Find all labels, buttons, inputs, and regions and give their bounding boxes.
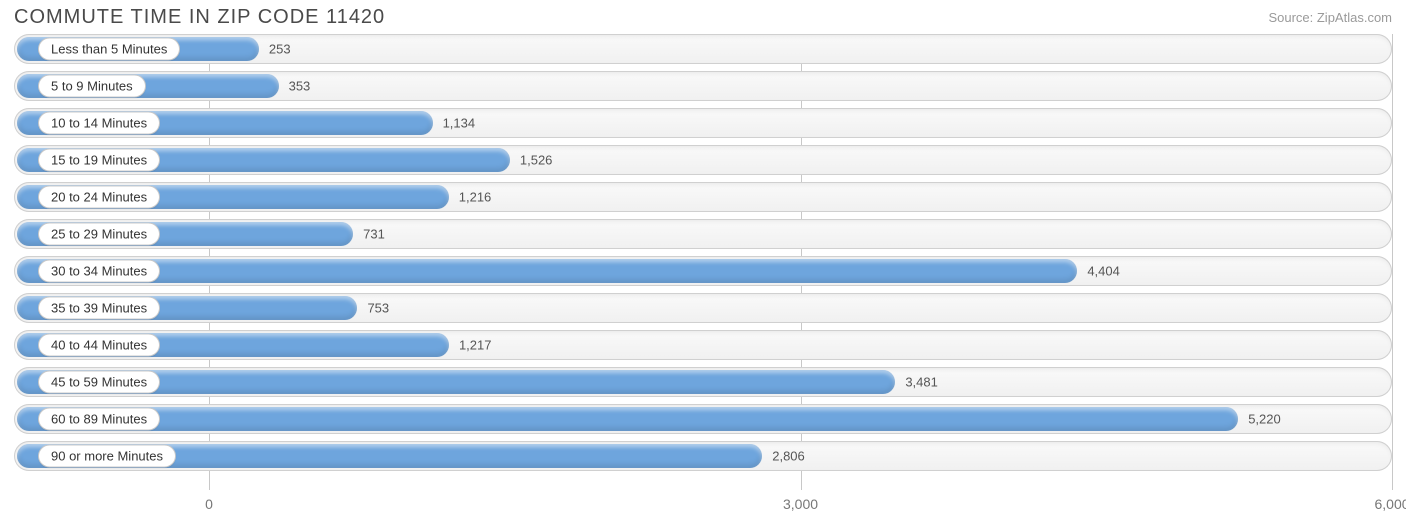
bar-row: 15 to 19 Minutes 1,526 bbox=[14, 145, 1392, 175]
category-label: 30 to 34 Minutes bbox=[38, 260, 160, 283]
value-label: 731 bbox=[363, 227, 385, 242]
bar-row: 45 to 59 Minutes 3,481 bbox=[14, 367, 1392, 397]
category-label: 25 to 29 Minutes bbox=[38, 223, 160, 246]
bar-row: 40 to 44 Minutes 1,217 bbox=[14, 330, 1392, 360]
value-label: 4,404 bbox=[1087, 264, 1120, 279]
category-label: 40 to 44 Minutes bbox=[38, 334, 160, 357]
category-label: 45 to 59 Minutes bbox=[38, 371, 160, 394]
gridline bbox=[1392, 34, 1393, 490]
category-label: 15 to 19 Minutes bbox=[38, 149, 160, 172]
chart-plot-area: Less than 5 Minutes 253 5 to 9 Minutes 353 1… bbox=[14, 34, 1392, 490]
value-label: 1,526 bbox=[520, 153, 553, 168]
bar-row: 5 to 9 Minutes 353 bbox=[14, 71, 1392, 101]
x-tick-label: 3,000 bbox=[783, 496, 818, 512]
category-label: 20 to 24 Minutes bbox=[38, 186, 160, 209]
value-label: 5,220 bbox=[1248, 412, 1281, 427]
category-label: 35 to 39 Minutes bbox=[38, 297, 160, 320]
bar-row: 35 to 39 Minutes 753 bbox=[14, 293, 1392, 323]
bar-row: 90 or more Minutes 2,806 bbox=[14, 441, 1392, 471]
x-axis: 03,0006,000 bbox=[14, 496, 1392, 514]
bar-row: 60 to 89 Minutes 5,220 bbox=[14, 404, 1392, 434]
value-label: 753 bbox=[367, 301, 389, 316]
bar bbox=[17, 259, 1077, 283]
category-label: 5 to 9 Minutes bbox=[38, 75, 146, 98]
category-label: 90 or more Minutes bbox=[38, 445, 176, 468]
category-label: 60 to 89 Minutes bbox=[38, 408, 160, 431]
value-label: 1,134 bbox=[443, 116, 476, 131]
category-label: Less than 5 Minutes bbox=[38, 38, 180, 61]
value-label: 2,806 bbox=[772, 449, 805, 464]
bar-row: 20 to 24 Minutes 1,216 bbox=[14, 182, 1392, 212]
x-tick-label: 6,000 bbox=[1374, 496, 1406, 512]
chart-source: Source: ZipAtlas.com bbox=[1268, 10, 1392, 25]
value-label: 3,481 bbox=[905, 375, 938, 390]
bar-row: Less than 5 Minutes 253 bbox=[14, 34, 1392, 64]
value-label: 1,217 bbox=[459, 338, 492, 353]
x-tick-label: 0 bbox=[205, 496, 213, 512]
bar bbox=[17, 407, 1238, 431]
chart-title: COMMUTE TIME IN ZIP CODE 11420 bbox=[14, 6, 385, 29]
value-label: 253 bbox=[269, 42, 291, 57]
bar-row: 30 to 34 Minutes 4,404 bbox=[14, 256, 1392, 286]
bar-row: 10 to 14 Minutes 1,134 bbox=[14, 108, 1392, 138]
value-label: 1,216 bbox=[459, 190, 492, 205]
category-label: 10 to 14 Minutes bbox=[38, 112, 160, 135]
bar-row: 25 to 29 Minutes 731 bbox=[14, 219, 1392, 249]
value-label: 353 bbox=[289, 79, 311, 94]
